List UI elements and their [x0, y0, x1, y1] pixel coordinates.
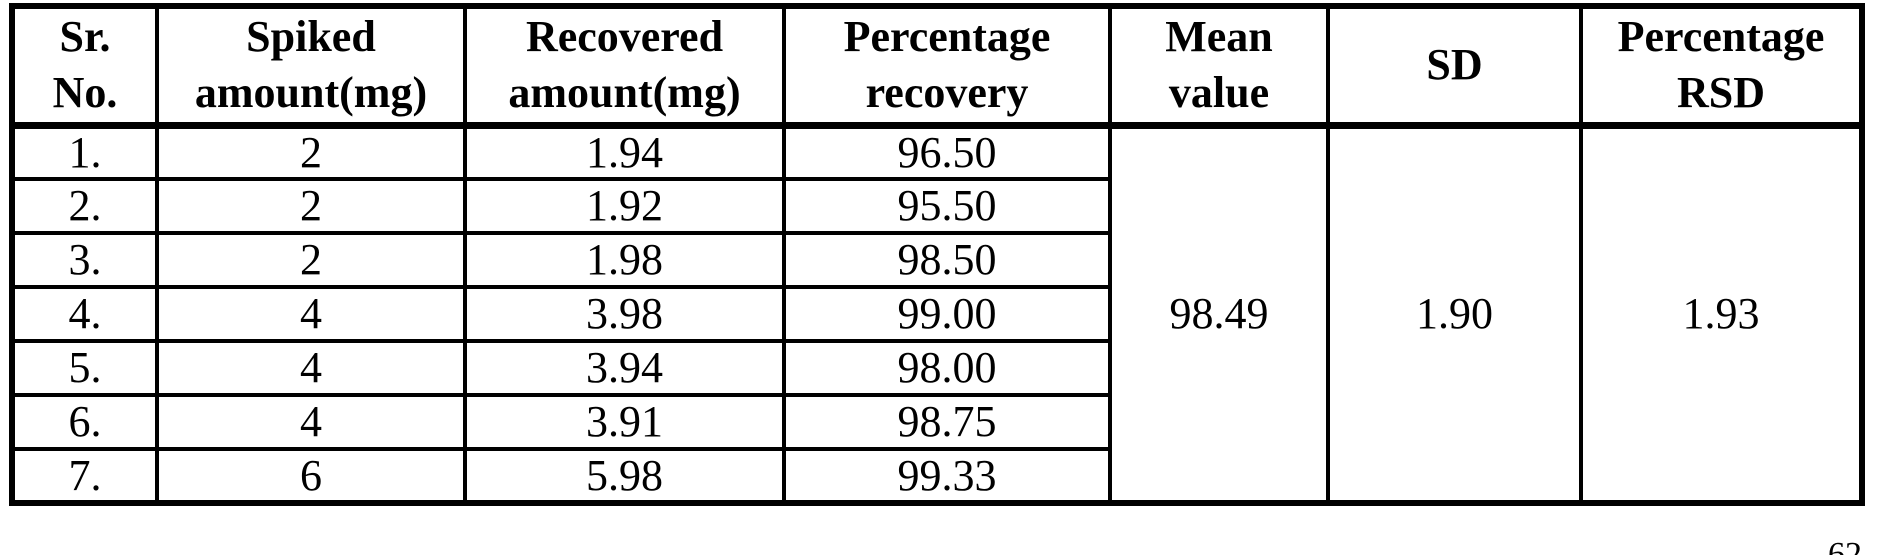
header-label-line: amount(mg)	[194, 68, 428, 118]
cell-percentage-recovery: 98.00	[782, 339, 1112, 398]
cell-mean-value: 98.49	[1108, 123, 1330, 506]
table-row: 2. 2 1.92 95.50	[10, 177, 1862, 236]
column-header-percentage-rsd: Percentage RSD	[1579, 3, 1864, 129]
cell-percentage-recovery: 99.00	[782, 285, 1112, 344]
header-label-line: Mean	[1165, 12, 1273, 61]
table-row: 7. 6 5.98 99.33	[10, 447, 1862, 506]
header-label-line: amount(mg)	[508, 68, 741, 118]
header-label-line: Recovered	[525, 12, 724, 61]
header-label-line: Percentage	[843, 12, 1051, 61]
cell-percentage-recovery: 98.50	[782, 231, 1112, 290]
cell-spiked-amount: 2	[155, 123, 467, 182]
table-row: 3. 2 1.98 98.50	[10, 231, 1862, 290]
header-label-line: No.	[52, 68, 118, 118]
cell-percentage-recovery: 96.50	[782, 123, 1112, 182]
header-row: Sr. No. Spiked amount(mg) Recovered amou…	[10, 3, 1864, 129]
table-row: 4. 4 3.98 99.00	[10, 285, 1862, 344]
cell-recovered-amount: 1.94	[463, 123, 786, 182]
recovery-data-table: Sr. No. Spiked amount(mg) Recovered amou…	[9, 3, 1865, 507]
header-label-line: Spiked	[246, 12, 376, 61]
table-row: 5. 4 3.94 98.00	[10, 339, 1862, 398]
cell-recovered-amount: 3.98	[463, 285, 786, 344]
cell-sr-no: 5.	[10, 339, 159, 398]
column-header-mean-value: Mean value	[1108, 3, 1330, 129]
cell-spiked-amount: 2	[155, 177, 467, 236]
header-label-line: value	[1168, 68, 1270, 118]
header-label-line: Sr.	[59, 12, 111, 61]
cell-recovered-amount: 1.92	[463, 177, 786, 236]
cell-sr-no: 6.	[10, 393, 159, 452]
cell-spiked-amount: 4	[155, 393, 467, 452]
cell-sr-no: 3.	[10, 231, 159, 290]
header-label-line: recovery	[865, 68, 1029, 118]
cell-spiked-amount: 6	[155, 447, 467, 506]
cell-spiked-amount: 4	[155, 339, 467, 398]
cell-spiked-amount: 2	[155, 231, 467, 290]
cell-recovered-amount: 3.91	[463, 393, 786, 452]
cell-percentage-recovery: 98.75	[782, 393, 1112, 452]
header-label-line: SD	[1426, 40, 1483, 90]
cell-sr-no: 4.	[10, 285, 159, 344]
table-row: 1. 2 1.94 96.50 98.49 1.90 1.93	[10, 123, 1864, 506]
header-label-line: Percentage	[1617, 12, 1825, 61]
cell-spiked-amount: 4	[155, 285, 467, 344]
column-header-sr-no: Sr. No.	[10, 3, 159, 129]
table-body: 1. 2 1.94 96.50 98.49 1.90 1.93 2. 2 1.9…	[10, 123, 1864, 506]
header-label-line: RSD	[1676, 68, 1766, 118]
cell-sr-no: 2.	[10, 177, 159, 236]
cell-percentage-recovery: 99.33	[782, 447, 1112, 506]
table-header: Sr. No. Spiked amount(mg) Recovered amou…	[10, 3, 1864, 129]
cell-recovered-amount: 3.94	[463, 339, 786, 398]
cell-percentage-rsd: 1.93	[1579, 123, 1864, 506]
page-number: 62	[1828, 536, 1862, 555]
table-row: 6. 4 3.91 98.75	[10, 393, 1862, 452]
column-header-percentage-recovery: Percentage recovery	[782, 3, 1112, 129]
cell-sd: 1.90	[1326, 123, 1583, 506]
cell-sr-no: 7.	[10, 447, 159, 506]
column-header-sd: SD	[1326, 3, 1583, 129]
cell-recovered-amount: 1.98	[463, 231, 786, 290]
cell-sr-no: 1.	[10, 123, 159, 182]
column-header-spiked-amount: Spiked amount(mg)	[155, 3, 467, 129]
cell-recovered-amount: 5.98	[463, 447, 786, 506]
cell-percentage-recovery: 95.50	[782, 177, 1112, 236]
column-header-recovered-amount: Recovered amount(mg)	[463, 3, 786, 129]
